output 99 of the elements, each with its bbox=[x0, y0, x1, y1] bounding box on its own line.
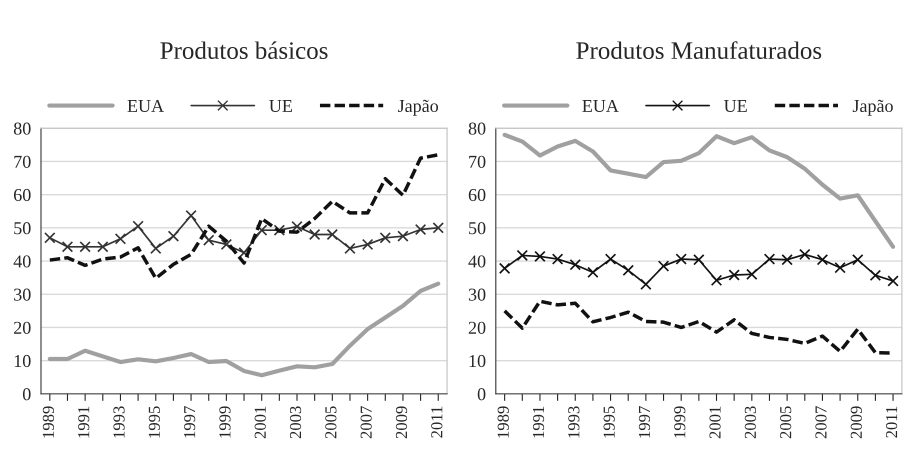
x-tick-label: 2003 bbox=[290, 406, 302, 438]
x-tick-label: 2007 bbox=[815, 406, 827, 438]
x-tick-label: 1995 bbox=[604, 406, 615, 438]
point bbox=[397, 230, 409, 242]
point bbox=[746, 268, 758, 280]
point bbox=[62, 241, 74, 252]
point bbox=[570, 259, 581, 270]
point bbox=[834, 262, 846, 274]
x-tick-label: 1997 bbox=[638, 406, 650, 438]
point bbox=[781, 254, 793, 266]
y-tick-label: 80 bbox=[14, 122, 31, 135]
point bbox=[344, 242, 356, 254]
point bbox=[604, 253, 616, 265]
x-tick-label: 1991 bbox=[78, 406, 90, 438]
point bbox=[640, 278, 652, 290]
point bbox=[150, 242, 162, 254]
point bbox=[220, 238, 232, 250]
point bbox=[870, 270, 882, 282]
y-tick-label: 80 bbox=[468, 122, 486, 135]
point bbox=[168, 230, 180, 242]
point bbox=[114, 233, 126, 245]
chart-title: Produtos Manufaturados bbox=[576, 41, 822, 60]
point bbox=[203, 234, 214, 246]
point bbox=[380, 232, 391, 244]
point bbox=[799, 248, 810, 260]
y-tick-label: 20 bbox=[14, 322, 31, 334]
x-tick-label: 2005 bbox=[325, 406, 336, 438]
y-tick-label: 30 bbox=[468, 288, 486, 301]
point bbox=[498, 262, 510, 274]
x-tick-label: 2007 bbox=[360, 406, 372, 438]
x-tick-label: 1999 bbox=[674, 406, 686, 438]
point bbox=[185, 210, 197, 222]
point bbox=[256, 224, 268, 236]
point bbox=[516, 250, 528, 262]
point bbox=[658, 260, 670, 272]
line-series bbox=[48, 153, 440, 280]
y-tick-label: 0 bbox=[478, 388, 486, 400]
point bbox=[816, 254, 828, 266]
point bbox=[432, 222, 444, 234]
legend-label: EUA bbox=[582, 100, 619, 112]
point bbox=[132, 220, 144, 232]
y-tick-label: 60 bbox=[14, 188, 31, 202]
legend-label: Japão bbox=[398, 100, 438, 116]
y-tick-label: 40 bbox=[468, 255, 486, 268]
y-tick-label: 20 bbox=[468, 322, 486, 334]
legend-label: EUA bbox=[128, 100, 164, 112]
y-tick-label: 70 bbox=[14, 156, 31, 168]
y-tick-label: 40 bbox=[14, 255, 31, 268]
point bbox=[622, 264, 634, 276]
x-tick-label: 1993 bbox=[113, 406, 125, 438]
point bbox=[44, 232, 56, 244]
x-tick-label: 1991 bbox=[532, 406, 544, 438]
point bbox=[728, 269, 740, 281]
point bbox=[238, 247, 250, 258]
point bbox=[274, 224, 286, 236]
point bbox=[693, 254, 705, 266]
point bbox=[587, 266, 599, 278]
point bbox=[887, 275, 899, 287]
point bbox=[764, 253, 776, 265]
point bbox=[97, 241, 108, 252]
x-tick-label: 1999 bbox=[219, 406, 231, 438]
point bbox=[291, 220, 303, 232]
y-tick-label: 60 bbox=[468, 188, 486, 202]
y-tick-label: 30 bbox=[14, 288, 31, 301]
x-tick-label: 2009 bbox=[396, 406, 408, 438]
x-tick-label: 1989 bbox=[42, 406, 54, 438]
x-tick-label: 1989 bbox=[498, 406, 509, 438]
x-tick-label: 2003 bbox=[744, 406, 756, 438]
x-tick-label: 2011 bbox=[431, 406, 442, 438]
legend-label: Japão bbox=[852, 100, 893, 116]
point bbox=[675, 253, 687, 265]
x-tick-label: 1993 bbox=[568, 406, 580, 438]
legend-label: UE bbox=[724, 100, 747, 112]
point bbox=[414, 224, 426, 236]
y-tick-label: 0 bbox=[22, 388, 31, 400]
x-tick-label: 2009 bbox=[850, 406, 862, 438]
x-tick-label: 2001 bbox=[254, 406, 266, 438]
x-tick-label: 1995 bbox=[148, 406, 160, 438]
point bbox=[308, 228, 320, 240]
point bbox=[79, 241, 91, 252]
point bbox=[710, 274, 722, 286]
x-tick-label: 1997 bbox=[184, 406, 196, 438]
x-tick-label: 2005 bbox=[780, 406, 792, 438]
y-tick-label: 50 bbox=[14, 222, 31, 234]
point bbox=[552, 253, 564, 265]
x-tick-label: 2011 bbox=[886, 406, 898, 438]
y-tick-label: 10 bbox=[14, 354, 31, 368]
line-series bbox=[48, 282, 440, 378]
y-tick-label: 70 bbox=[469, 156, 486, 168]
point bbox=[852, 254, 864, 266]
point bbox=[534, 250, 546, 262]
y-tick-label: 10 bbox=[470, 354, 486, 368]
x-tick-label: 2001 bbox=[709, 406, 721, 438]
y-tick-label: 50 bbox=[469, 222, 486, 234]
point bbox=[326, 228, 338, 240]
line-series bbox=[502, 132, 896, 249]
point bbox=[362, 238, 374, 250]
chart-title: Produtos básicos bbox=[160, 41, 328, 60]
legend-label: UE bbox=[269, 100, 292, 112]
